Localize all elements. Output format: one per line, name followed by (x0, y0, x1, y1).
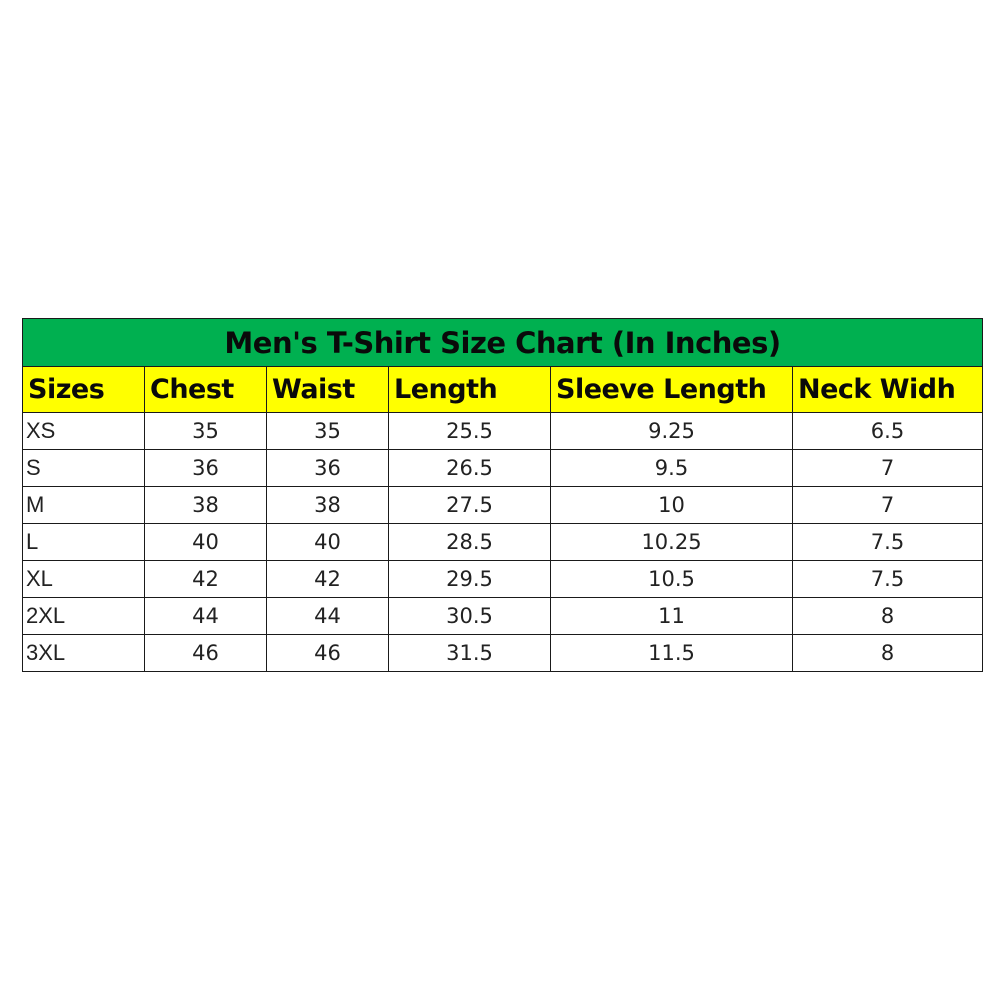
cell-waist: 35 (266, 412, 389, 450)
cell-neck-width: 7.5 (791, 560, 984, 598)
cell-size: S (22, 449, 145, 487)
cell-length: 25.5 (388, 412, 551, 450)
cell-size: XS (22, 412, 145, 450)
cell-length: 27.5 (388, 486, 551, 524)
cell-sleeve-length: 9.5 (550, 449, 793, 487)
header-neck-width: Neck Widh (791, 366, 984, 413)
size-chart-table: Men's T-Shirt Size Chart (In Inches) Siz… (21, 318, 984, 672)
table-row: S 36 36 26.5 9.5 7 (22, 449, 984, 487)
table-row: XL 42 42 29.5 10.5 7.5 (22, 560, 984, 598)
cell-waist: 36 (266, 449, 389, 487)
cell-size: M (22, 486, 145, 524)
cell-size: XL (22, 560, 145, 598)
header-sleeve-length: Sleeve Length (550, 366, 793, 413)
cell-sleeve-length: 11 (550, 597, 793, 635)
cell-neck-width: 8 (791, 597, 984, 635)
table-row: L 40 40 28.5 10.25 7.5 (22, 523, 984, 561)
header-row: Sizes Chest Waist Length Sleeve Length N… (22, 366, 984, 413)
cell-waist: 40 (266, 523, 389, 561)
cell-sleeve-length: 10.5 (550, 560, 793, 598)
cell-neck-width: 7.5 (791, 523, 984, 561)
cell-chest: 38 (144, 486, 267, 524)
cell-length: 31.5 (388, 634, 551, 672)
cell-sleeve-length: 9.25 (550, 412, 793, 450)
header-waist: Waist (266, 366, 389, 413)
cell-chest: 35 (144, 412, 267, 450)
cell-length: 28.5 (388, 523, 551, 561)
header-chest: Chest (144, 366, 267, 413)
cell-chest: 36 (144, 449, 267, 487)
cell-waist: 38 (266, 486, 389, 524)
cell-neck-width: 8 (791, 634, 984, 672)
table-row: XS 35 35 25.5 9.25 6.5 (22, 412, 984, 450)
cell-chest: 42 (144, 560, 267, 598)
cell-waist: 44 (266, 597, 389, 635)
table-row: 2XL 44 44 30.5 11 8 (22, 597, 984, 635)
cell-chest: 46 (144, 634, 267, 672)
cell-size: L (22, 523, 145, 561)
cell-chest: 40 (144, 523, 267, 561)
cell-waist: 46 (266, 634, 389, 672)
cell-length: 29.5 (388, 560, 551, 598)
cell-length: 30.5 (388, 597, 551, 635)
cell-neck-width: 7 (791, 486, 984, 524)
cell-sleeve-length: 10.25 (550, 523, 793, 561)
cell-chest: 44 (144, 597, 267, 635)
header-sizes: Sizes (22, 366, 145, 413)
cell-sleeve-length: 10 (550, 486, 793, 524)
table-row: M 38 38 27.5 10 7 (22, 486, 984, 524)
cell-sleeve-length: 11.5 (550, 634, 793, 672)
table-title: Men's T-Shirt Size Chart (In Inches) (21, 318, 984, 367)
header-length: Length (388, 366, 551, 413)
cell-size: 2XL (22, 597, 145, 635)
cell-neck-width: 7 (791, 449, 984, 487)
table-row: 3XL 46 46 31.5 11.5 8 (22, 634, 984, 672)
cell-size: 3XL (22, 634, 145, 672)
cell-neck-width: 6.5 (791, 412, 984, 450)
cell-length: 26.5 (388, 449, 551, 487)
cell-waist: 42 (266, 560, 389, 598)
